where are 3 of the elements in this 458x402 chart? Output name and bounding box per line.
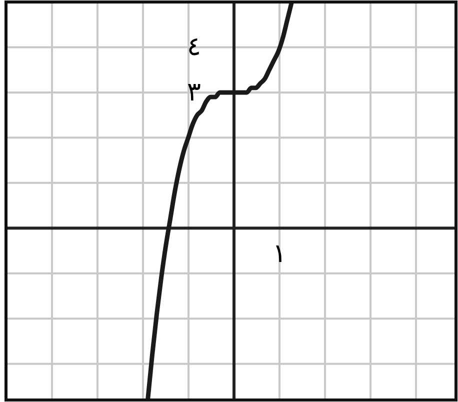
- annotation: ١: [272, 239, 286, 270]
- y-tick-label: ٣: [187, 77, 202, 108]
- y-tick-label: ٤: [187, 32, 201, 62]
